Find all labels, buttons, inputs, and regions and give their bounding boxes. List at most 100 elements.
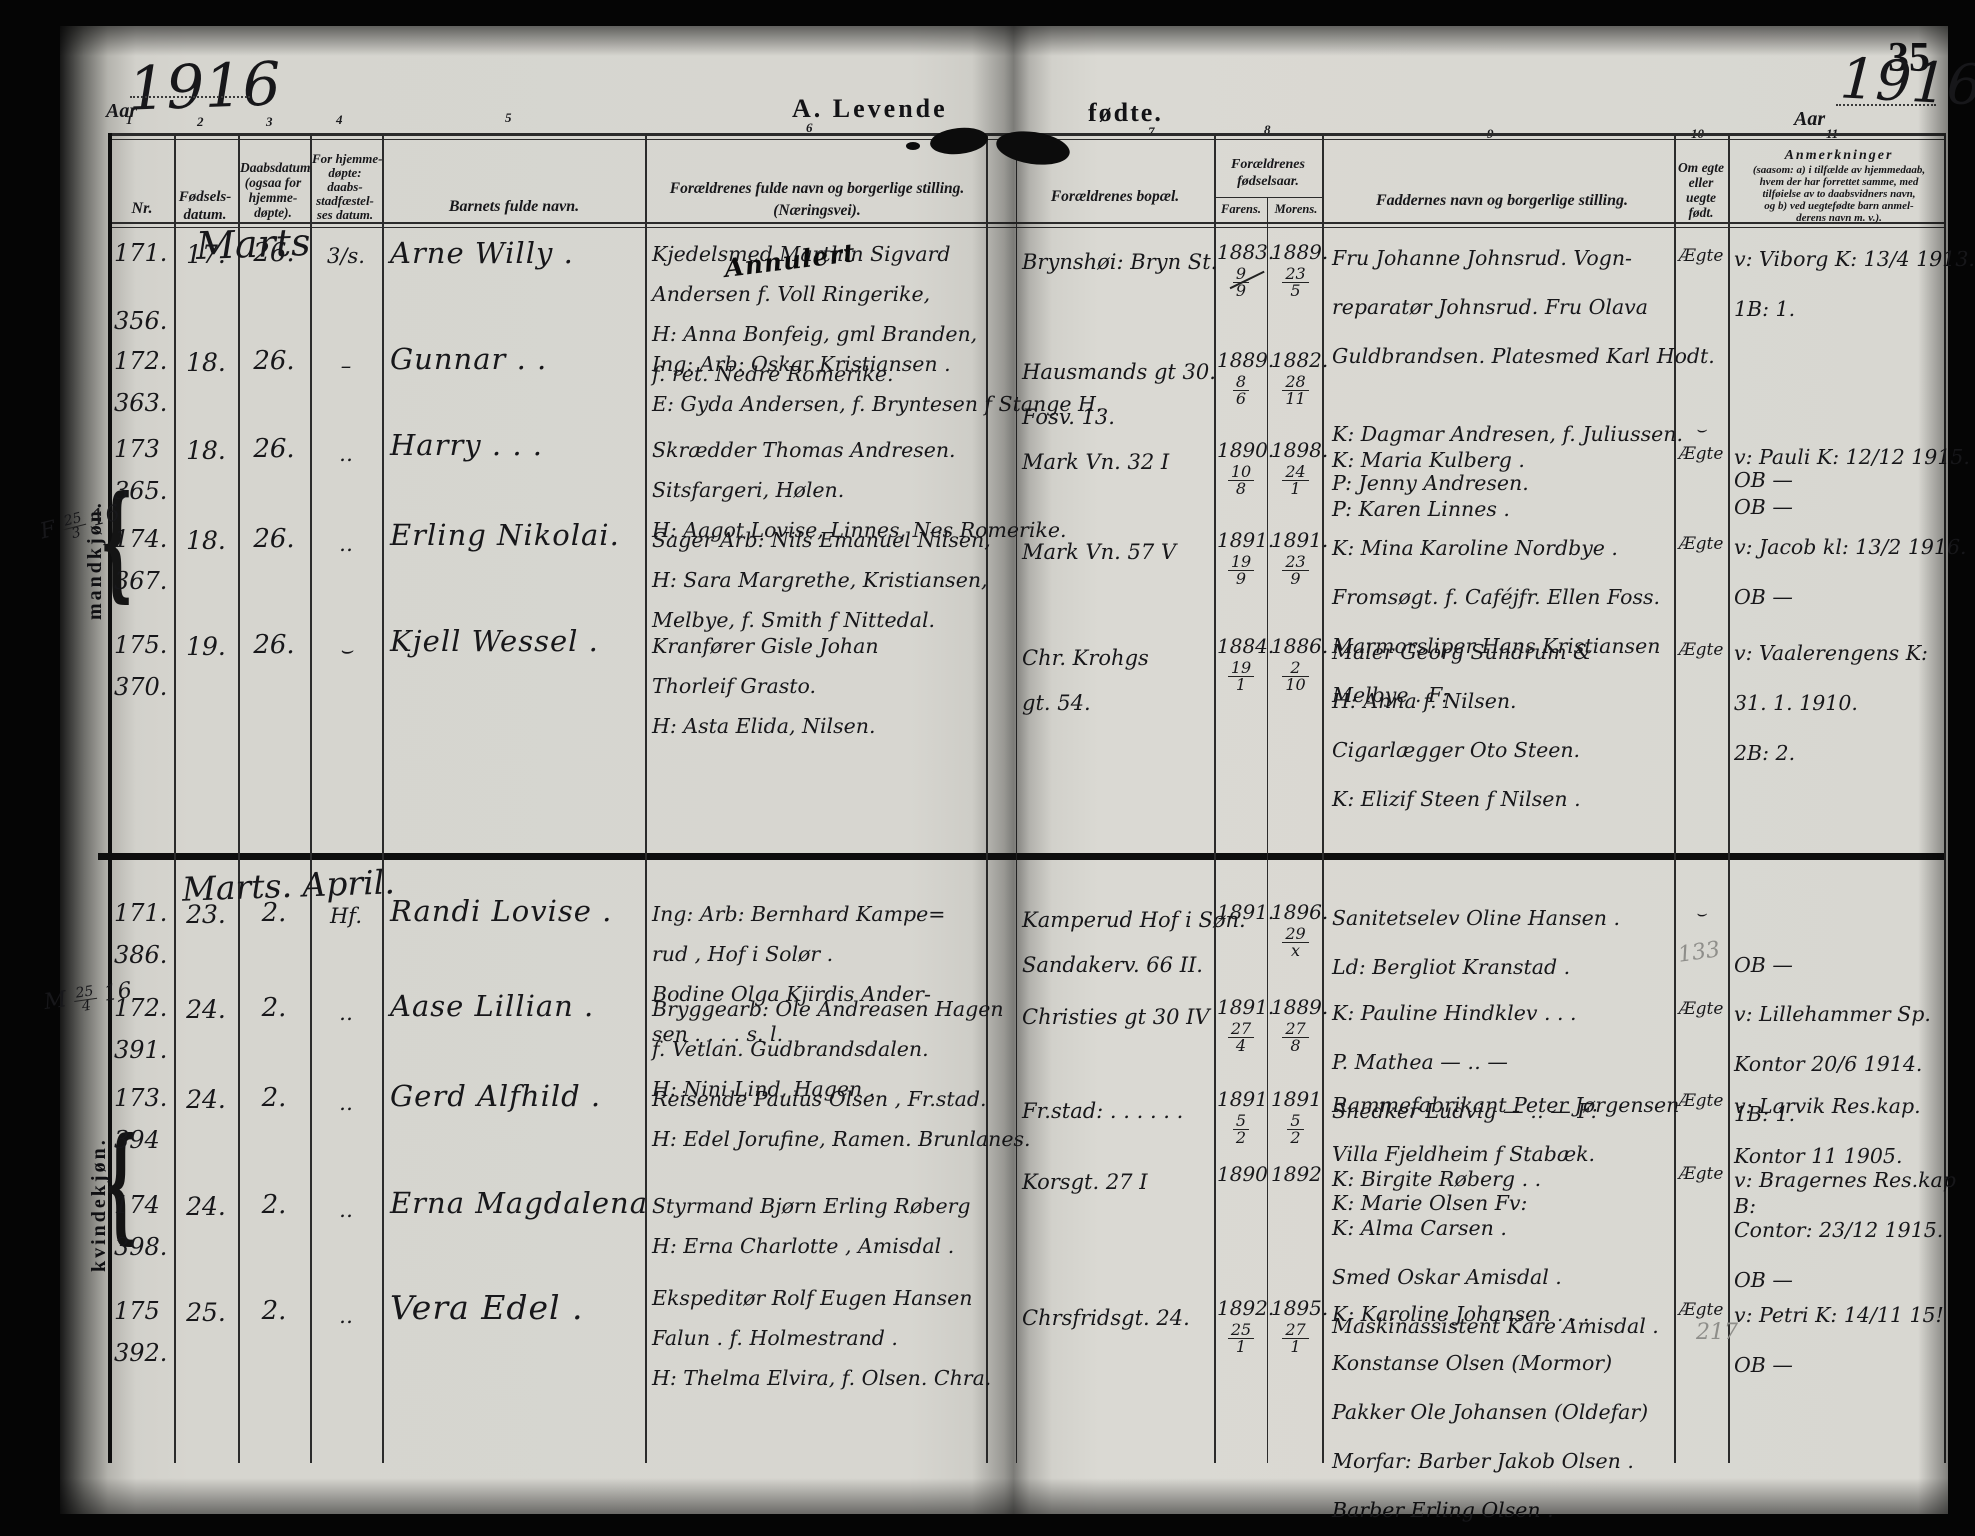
baptismdate-cell: 2.: [261, 898, 287, 928]
homebaptism-cell: ⌣: [339, 638, 353, 662]
right-page-edge-line: [1016, 133, 1017, 1463]
col-header-birthdate: Fødsels-datum.: [178, 189, 232, 223]
register-paper: [60, 26, 1948, 1514]
table-right-border: [1944, 133, 1946, 1463]
nr-cell: 171. 386.: [114, 899, 168, 969]
residence-cell: Christies gt 30 IV: [1022, 1005, 1210, 1029]
legitimacy-cell: Ægte: [1678, 999, 1724, 1019]
female-section-brace: {: [104, 1112, 138, 1259]
homebaptism-cell: Hf.: [329, 904, 362, 928]
remarks-cell: v: Lillehammer Sp. Kontor 20/6 1914. 1B: 1…: [1734, 1002, 1931, 1126]
legitimacy-cell: Ægte: [1678, 1164, 1724, 1184]
remarks-cell: v: Jacob kl: 13/2 1916. OB —: [1734, 535, 1967, 609]
residence-cell: Fr.stad: . . . . . .: [1022, 1099, 1184, 1123]
year-dotted-line-left: [130, 96, 250, 98]
childname-cell: Gerd Alfhild .: [390, 1079, 602, 1113]
column-number: 5: [505, 110, 512, 125]
homebaptism-cell: –: [340, 354, 352, 378]
residence-cell: Chrsfridsgt. 24.: [1022, 1306, 1190, 1330]
legitimacy-cell: Ægte: [1678, 1091, 1724, 1111]
nr-cell: 173 365.: [114, 435, 168, 505]
parents-cell: Styrmand Bjørn Erling Røberg H: Erna Char…: [652, 1194, 971, 1258]
godparents-cell: Rammefabrikant Peter Jørgensen Villa Fjel…: [1332, 1093, 1680, 1215]
farens-morens-divider: [1267, 198, 1268, 1463]
mother-year-cell: 1882. 28 11: [1271, 348, 1329, 408]
residence-cell: Mark Vn. 32 I: [1022, 450, 1170, 474]
homebaptism-cell: ‥: [338, 1304, 353, 1328]
nr-cell: 172. 391.: [114, 994, 168, 1064]
column-line: [1674, 133, 1676, 1463]
mother-year-cell: 1891 5 2: [1271, 1087, 1322, 1147]
childname-cell: Vera Edel .: [390, 1288, 584, 1327]
col-header-birthyear: Forældrenes fødselsaar.: [1231, 157, 1305, 189]
childname-cell: Erling Nikolai.: [390, 518, 620, 552]
col-header-homebaptism: For hjemme-døpte: daabs-stadfæstel-ses da…: [312, 151, 383, 222]
col-header-remarks-title: Anmerkninger: [1784, 148, 1894, 163]
remarks-cell: v: Bragernes Res.kap Contor: 23/12 1915. O…: [1734, 1168, 1956, 1292]
nr-cell: 174. 367.: [114, 525, 168, 595]
father-year-cell: 1891. 19 9: [1217, 528, 1275, 588]
birthdate-cell: 24.: [186, 1192, 226, 1221]
baptismdate-cell: 2.: [261, 1296, 287, 1326]
top-edge-shadow: [60, 26, 1948, 56]
nr-cell: 174 398.: [114, 1191, 168, 1261]
godparents-cell: K: Dagmar Andresen, f. Juliussen. P: Jenn…: [1332, 422, 1683, 495]
legitimacy-cell: Ægte: [1678, 534, 1724, 554]
col-header-godparents: Faddernes navn og borgerlige stilling.: [1375, 192, 1629, 209]
nr-cell: 173. 394: [114, 1084, 168, 1154]
father-year-cell: 1884. 19 1: [1217, 634, 1275, 694]
childname-cell: Kjell Wessel .: [390, 624, 599, 658]
year-value-left: 1916: [126, 49, 282, 125]
mother-year-cell: 1889. 27 8: [1271, 995, 1329, 1055]
col-header-legitimacy: Om egte eller uegte født.: [1677, 160, 1725, 220]
remarks-cell: OB —: [1734, 468, 1793, 492]
mother-year-cell: 1889. 23 5: [1271, 240, 1329, 300]
birthdate-cell: 18.: [186, 436, 226, 465]
birthdate-cell: 17.: [186, 240, 226, 269]
homebaptism-cell: ‥: [338, 1091, 353, 1115]
column-number: 4: [336, 112, 343, 127]
year-label-right: Aar: [1794, 108, 1826, 130]
parents-cell: Sager Arb: Nils Emanuel Nilsen, H: Sara M…: [652, 528, 991, 632]
birthdate-cell: 19.: [186, 632, 226, 661]
legitimacy-cell: ⌣: [1695, 904, 1707, 924]
right-edge-shadow: [1918, 26, 1948, 1514]
parents-cell: Ing: Arb: Oskar Kristiansen . E: Gyda And…: [652, 352, 1103, 416]
childname-cell: Aase Lillian .: [390, 989, 595, 1023]
legitimacy-cell: Ægte: [1678, 1300, 1724, 1320]
baptismdate-cell: 26.: [253, 346, 295, 376]
section-title-right: fødte.: [1088, 98, 1163, 127]
column-line: [1728, 133, 1730, 1463]
column-number: 1: [126, 112, 133, 127]
remarks-cell: v: Petri K: 14/11 15! OB —: [1734, 1303, 1944, 1377]
column-number: 6: [806, 120, 813, 135]
father-year-cell: 1890: [1217, 1162, 1268, 1186]
column-line: [645, 133, 647, 1463]
book-fold-shadow: [972, 26, 1052, 1514]
baptismdate-cell: 26.: [253, 434, 295, 464]
residence-cell: Kamperud Hof i Søn. Sandakerv. 66 II.: [1022, 908, 1246, 977]
nr-cell: 175 392.: [114, 1297, 168, 1367]
homebaptism-cell: ‥: [338, 1198, 353, 1222]
homebaptism-cell: ‥: [338, 1001, 353, 1025]
mother-year-cell: 1895. 27 1: [1271, 1296, 1329, 1356]
mother-year-cell: 1886. 2 10: [1271, 634, 1329, 694]
birthdate-cell: 23.: [186, 900, 226, 929]
year-label-left: Aar: [106, 100, 138, 122]
godparents-cell: K: Mina Karoline Nordbye . Fromsøgt. f. C…: [1332, 536, 1661, 707]
residence-cell: Brynshøi: Bryn St.: [1022, 250, 1218, 274]
father-year-cell: 1891.: [1217, 900, 1275, 924]
col-header-remarks-body: (saasom: a) i tilfælde av hjemmedaab, hve…: [1752, 164, 1926, 224]
birthdate-cell: 24.: [186, 1085, 226, 1114]
father-year-cell: 1889. 8 6: [1217, 348, 1275, 408]
left-page-edge-line: [986, 133, 988, 1463]
section-divider-rule: [98, 853, 1946, 860]
nr-cell: 175. 370.: [114, 631, 168, 701]
mother-year-cell: 1892: [1271, 1162, 1322, 1186]
column-number: 3: [266, 114, 273, 129]
childname-cell: Randi Lovise .: [390, 894, 613, 928]
remarks-cell: OB —: [1734, 953, 1793, 977]
col-header-parents: Forældrenes fulde navn og borgerlige sti…: [669, 180, 965, 219]
godparents-cell: K: Birgite Røberg . . K: Alma Carsen . Sme…: [1332, 1167, 1659, 1338]
homebaptism-cell: ‥: [338, 532, 353, 556]
